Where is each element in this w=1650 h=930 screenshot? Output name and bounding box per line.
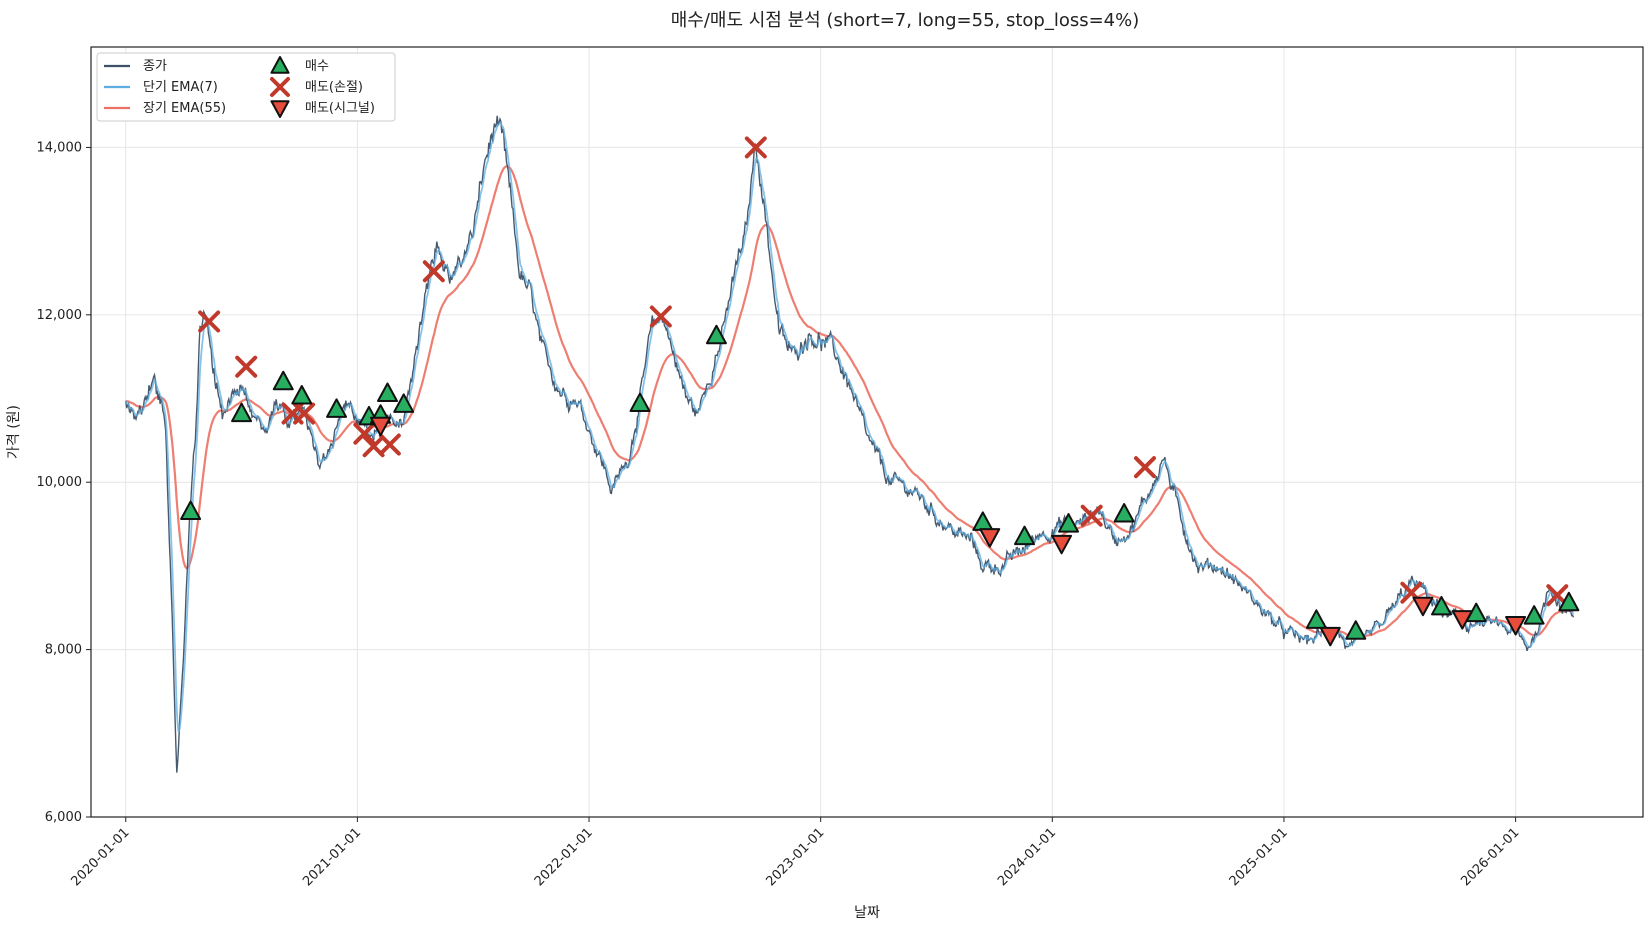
legend-marker-buy [270,56,290,74]
legend-label: 장기 EMA(55) [143,101,226,116]
marker-buy [180,500,202,521]
y-tick-label: 10,000 [37,475,83,490]
legend-box [96,52,396,122]
y-axis-label: 가격 (원) [6,405,22,459]
marker-buy [1430,595,1452,616]
legend-label: 단기 EMA(7) [143,80,218,95]
marker-sell-signal [1505,616,1527,636]
marker-buy [326,398,348,418]
marker-buy [1014,525,1036,546]
marker-buy [272,370,294,391]
marker-stop-loss [378,433,401,456]
marker-sell-signal [1451,610,1473,630]
y-tick-label: 14,000 [37,140,83,155]
marker-stop-loss [293,402,316,425]
chart-title: 매수/매도 시점 분석 (short=7, long=55, stop_loss… [671,10,1140,31]
legend-label: 매도(시그널) [305,101,375,116]
marker-buy [1345,620,1367,640]
marker-stop-loss [422,260,445,283]
marker-stop-loss [649,305,672,328]
marker-sell-signal [370,416,392,437]
legend-label: 매도(손절) [305,80,363,95]
marker-stop-loss [1080,504,1103,527]
marker-buy [393,393,415,413]
legend-marker-sell-signal [270,100,290,118]
legend-label: 매수 [305,59,329,74]
marker-sell-signal [1412,596,1434,617]
y-tick-label: 6,000 [45,810,82,825]
marker-buy [377,382,399,402]
marker-buy [291,385,313,405]
legend-label: 종가 [143,59,167,74]
marker-sell-signal [1051,534,1073,555]
y-tick-label: 12,000 [37,308,83,323]
marker-stop-loss [198,310,221,333]
marker-buy [231,402,253,423]
marker-sell-signal [979,528,1001,548]
marker-buy [1558,591,1580,612]
marker-buy [1305,609,1327,629]
marker-sell-signal [1319,626,1341,647]
marker-buy [1523,605,1545,625]
markers-group [180,136,1580,647]
marker-stop-loss [1133,456,1156,479]
marker-stop-loss [353,422,376,445]
legend-marker-stop-loss [270,77,290,97]
marker-stop-loss [235,355,258,378]
y-tick-label: 8,000 [45,643,82,658]
grid [91,47,1643,818]
marker-buy [629,392,651,413]
x-axis-label: 날짜 [854,905,880,921]
marker-buy [1058,513,1080,533]
marker-buy [705,324,727,345]
marker-stop-loss [744,136,767,159]
plot-frame [90,46,1644,818]
marker-buy [1113,503,1135,523]
